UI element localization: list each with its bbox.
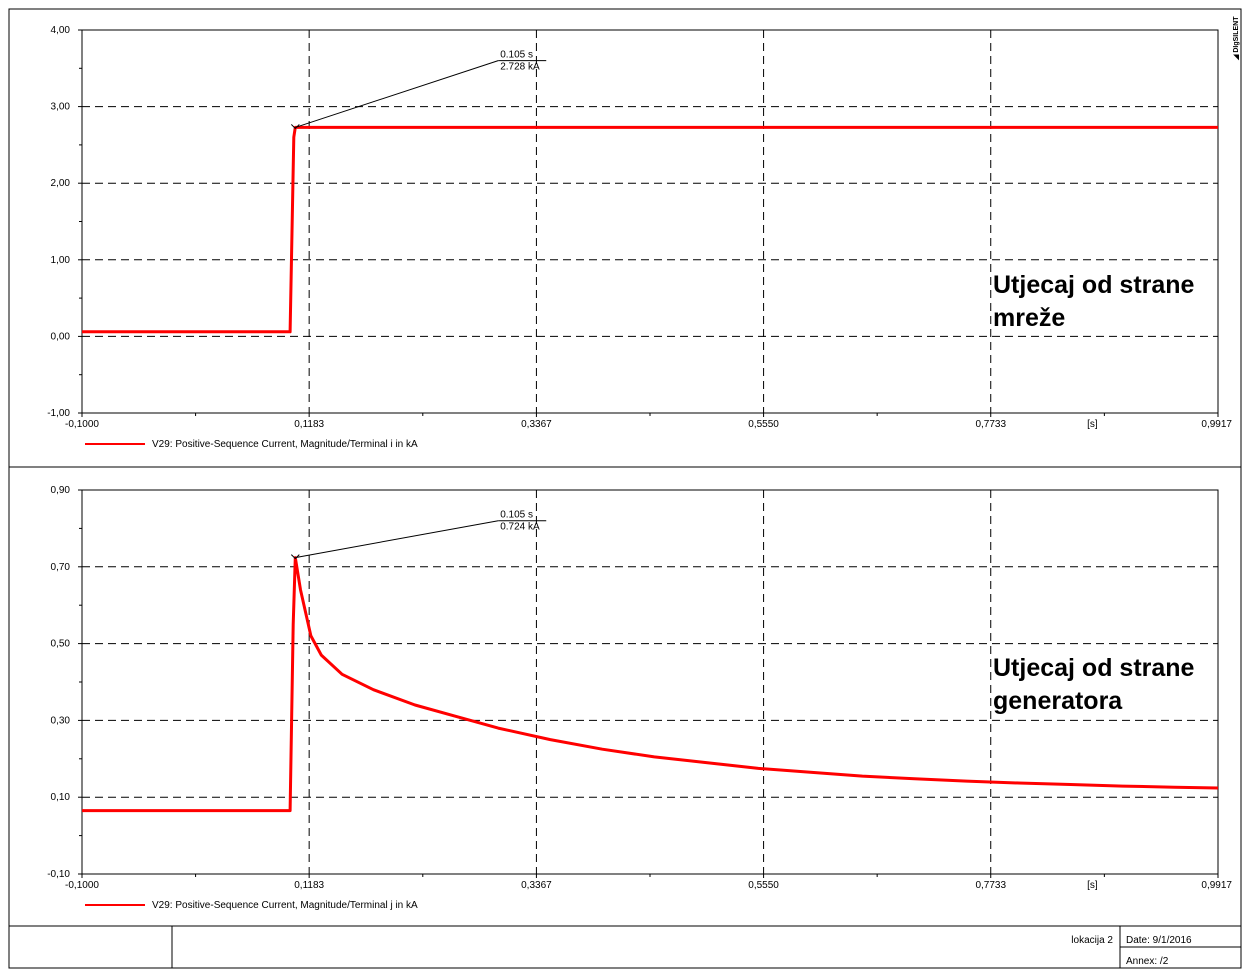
annotation-value: 2.728 kA (500, 62, 540, 73)
chart-caption-line: Utjecaj od strane (993, 654, 1195, 682)
x-unit-label: [s] (1087, 880, 1098, 891)
plot-area (81, 29, 1219, 414)
series-line (82, 125, 1218, 334)
x-tick-label: 0,9917 (1201, 419, 1232, 430)
annotation-value: 0.724 kA (500, 522, 540, 533)
x-tick-label: 0,7733 (975, 419, 1006, 430)
y-tick-label: 2,00 (51, 178, 71, 189)
sheet-frame (8, 8, 1242, 969)
x-tick-label: 0,1183 (294, 880, 324, 891)
x-unit-label: [s] (1087, 419, 1098, 430)
annotation-time: 0.105 s (500, 510, 533, 521)
chart-caption-line: mreže (993, 304, 1065, 332)
y-tick-label: -0,10 (47, 869, 70, 880)
annotation-marker (290, 554, 300, 560)
series-line (82, 556, 1219, 813)
footer-block: lokacija 2 Date: 9/1/2016 Annex: /2 (171, 926, 1241, 968)
y-tick-label: 0,90 (51, 485, 71, 496)
y-tick-label: 0,30 (51, 715, 71, 726)
y-tick-label: 4,00 (51, 25, 71, 36)
y-tick-label: 0,50 (51, 639, 71, 650)
y-tick-label: 0,70 (51, 562, 71, 573)
x-tick-label: 0,3367 (521, 419, 552, 430)
footer-annex: Annex: /2 (1126, 956, 1169, 967)
x-tick-label: 0,9917 (1201, 880, 1232, 891)
x-tick-label: -0,1000 (65, 419, 99, 430)
y-tick-label: 3,00 (51, 102, 71, 113)
x-tick-label: 0,5550 (748, 880, 779, 891)
y-tick-label: -1,00 (47, 408, 70, 419)
x-tick-label: -0,1000 (65, 880, 99, 891)
y-tick-label: 0,00 (51, 331, 71, 342)
logo: ◢ DIgSILENT (1233, 16, 1240, 61)
footer-location: lokacija 2 (1071, 935, 1113, 946)
chart-bottom: -0,10 0,10 0,30 0,50 0,70 0,90 -0,1000 0,1183 0,… (47, 485, 1232, 911)
chart-caption-line: generatora (993, 687, 1123, 715)
annotation-marker (290, 124, 300, 130)
legend-label: V29: Positive-Sequence Current, Magnitud… (152, 900, 418, 911)
x-tick-label: 0,5550 (748, 419, 779, 430)
footer-date: Date: 9/1/2016 (1126, 935, 1192, 946)
y-tick-label: 0,10 (51, 792, 71, 803)
x-tick-label: 0,1183 (294, 419, 324, 430)
legend-label: V29: Positive-Sequence Current, Magnitud… (152, 439, 418, 450)
annotation-time: 0.105 s (500, 50, 533, 61)
y-tick-label: 1,00 (51, 255, 71, 266)
x-tick-label: 0,3367 (521, 880, 552, 891)
x-tick-label: 0,7733 (975, 880, 1006, 891)
chart-caption-line: Utjecaj od strane (993, 271, 1195, 299)
annotation-leader (295, 60, 499, 128)
annotation-leader (295, 520, 499, 559)
chart-top: -1,00 0,00 1,00 2,00 3,00 4,00 -0,1000 0,1183 0,… (47, 25, 1232, 450)
plot-area (81, 489, 1219, 875)
